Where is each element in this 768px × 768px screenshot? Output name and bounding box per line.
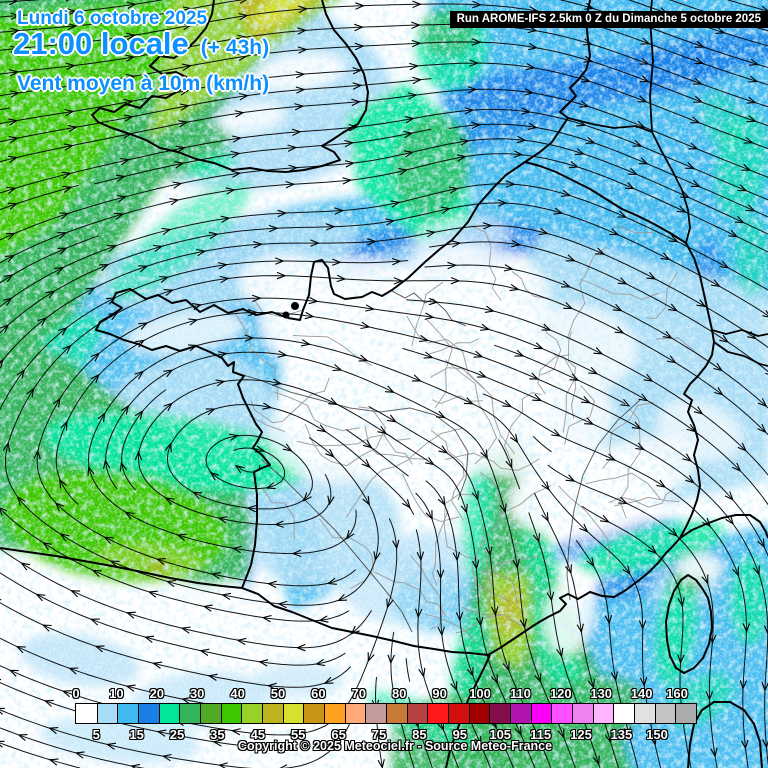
variable-label: Vent moyen à 10m (km/h) (17, 72, 270, 95)
channel-island (291, 302, 299, 310)
coastline-italy (679, 514, 768, 539)
forecast-offset: (+ 43h) (200, 36, 270, 59)
coastline-france (95, 161, 715, 656)
forecast-date: Lundi 6 octobre 2025 (17, 8, 208, 29)
forecast-time-line: 21:00 locale (+ 43h) (13, 26, 269, 62)
country-borders (567, 0, 768, 367)
coastline-corsica (665, 574, 713, 674)
forecast-time: 21:00 locale (13, 26, 189, 61)
rivers (232, 290, 641, 633)
model-run-bar: Run AROME-IFS 2.5km 0 Z du Dimanche 5 oc… (449, 11, 768, 28)
coastline-benelux (524, 0, 591, 163)
coastline-england (91, 0, 369, 173)
coastline-sardinia (687, 701, 763, 768)
copyright-notice: Copyright © 2025 Meteociel.fr - Source M… (237, 739, 553, 753)
